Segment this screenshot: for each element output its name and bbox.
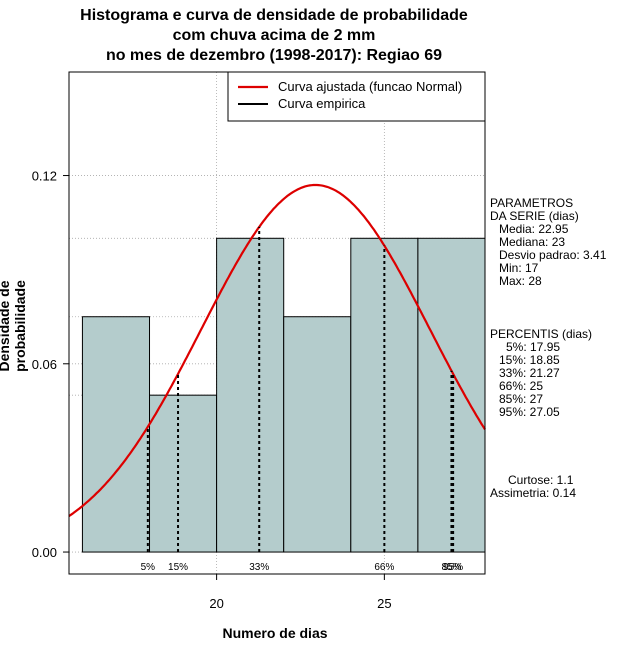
legend-empirical-label: Curva empirica <box>278 96 366 111</box>
axes: 20 25 0.00 0.06 0.12 <box>32 169 392 611</box>
legend-box <box>227 71 486 122</box>
normal-fit-curve <box>68 183 486 517</box>
legend: Curva ajustada (funcao Normal) Curva emp… <box>227 71 486 122</box>
percentis-panel: PERCENTIS (dias) 5%: 17.95 15%: 18.85 33… <box>490 328 592 419</box>
histogram-bar-0 <box>81 316 151 553</box>
percentile-label-5: 95% <box>443 562 463 573</box>
title-line-1: Histograma e curva de densidade de proba… <box>80 7 468 24</box>
percentile-label-0: 5% <box>141 562 156 573</box>
legend-fitted-label: Curva ajustada (funcao Normal) <box>278 79 462 94</box>
shape-stats-panel: Curtose: 1.1 Assimetria: 0.14 <box>490 474 576 500</box>
percentil-5: 5%: 17.95 <box>506 340 561 354</box>
percentis-heading: PERCENTIS (dias) <box>490 327 593 341</box>
percentil-15: 15%: 18.85 <box>499 353 560 367</box>
percentile-label-1: 15% <box>168 562 188 573</box>
histogram-bar-3 <box>283 316 352 553</box>
title-line-3: no mes de dezembro (1998-2017): Regiao 6… <box>105 47 443 64</box>
parametros-panel: PARAMETROS DA SERIE (dias) Media: 22.95 … <box>490 197 606 288</box>
x-axis-label: Numero de dias <box>222 625 328 641</box>
param-media: Media: 22.95 <box>499 222 569 236</box>
percentil-95: 95%: 27.05 <box>499 405 560 419</box>
percentile-lines: 5% 15% 33% 66% 85%95% <box>141 226 463 573</box>
chart-title: Histograma e curva de densidade de proba… <box>0 6 548 66</box>
stat-curtose: Curtose: 1.1 <box>508 473 574 487</box>
x-tick-label-0: 20 <box>209 596 223 611</box>
bars-layer <box>81 237 486 553</box>
title-line-2: com chuva acima de 2 mm <box>172 27 376 44</box>
parametros-heading-1: PARAMETROS <box>490 196 574 210</box>
y-axis-label: Densidade de probabilidade <box>0 280 28 372</box>
stat-assimetria: Assimetria: 0.14 <box>490 486 577 500</box>
percentile-label-2: 33% <box>249 562 269 573</box>
percentil-85: 85%: 27 <box>499 392 544 406</box>
y-tick-label-0: 0.00 <box>32 545 57 560</box>
param-min: Min: 17 <box>499 261 539 275</box>
histogram-bar-2 <box>216 237 285 553</box>
percentile-label-4: 85% <box>441 562 461 573</box>
percentile-label-3: 66% <box>374 562 394 573</box>
param-mediana: Mediana: 23 <box>499 235 566 249</box>
y-tick-label-2: 0.12 <box>32 169 57 184</box>
param-max: Max: 28 <box>499 274 542 288</box>
percentil-33: 33%: 21.27 <box>499 366 560 380</box>
param-desvio: Desvio padrao: 3.41 <box>499 248 607 262</box>
y-tick-label-1: 0.06 <box>32 357 57 372</box>
x-tick-label-1: 25 <box>377 596 391 611</box>
percentil-66: 66%: 25 <box>499 379 544 393</box>
histogram-bar-1 <box>149 394 218 553</box>
parametros-heading-2: DA SERIE (dias) <box>490 209 579 223</box>
